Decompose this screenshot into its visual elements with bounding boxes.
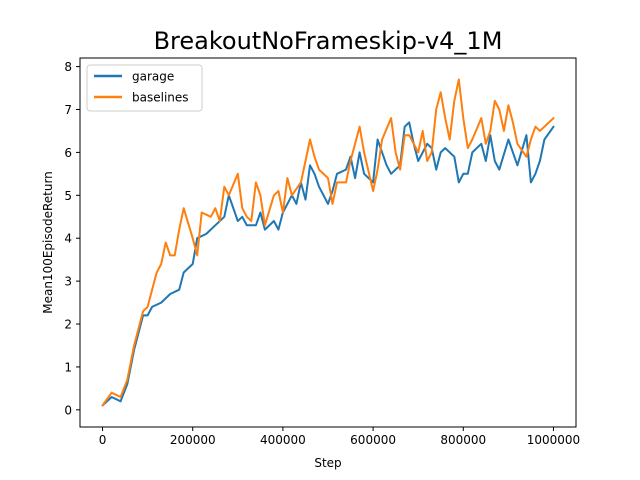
y-tick-label: 2 [64,318,72,332]
legend-label-garage: garage [132,70,174,84]
y-axis: 0 1 2 3 4 5 6 7 8 [64,60,80,417]
legend-label-baselines: baselines [132,91,189,105]
x-tick-label: 0 [99,433,107,447]
axes-frame [79,57,577,428]
series-layer [101,78,555,407]
y-tick-label: 3 [64,275,72,289]
legend-entries: garage baselines [94,70,189,105]
legend: garage baselines [86,64,203,112]
y-tick-label: 0 [64,403,72,417]
series-line-baselines [101,78,555,407]
chart-title: BreakoutNoFrameskip-v4_1M [154,27,503,55]
series-line-garage [101,121,555,407]
x-tick-label: 400000 [260,433,306,447]
y-tick-label: 7 [64,103,72,117]
x-tick-label: 600000 [350,433,396,447]
y-tick-label: 4 [64,232,72,246]
x-axis: 0 200000 400000 600000 800000 1000000 [99,427,580,447]
y-tick-label: 6 [64,146,72,160]
y-tick-label: 1 [64,360,72,374]
x-tick-label: 1000000 [527,433,580,447]
x-axis-label: Step [314,456,341,470]
x-tick-label: 800000 [440,433,486,447]
y-axis-label: Mean100EpisodeReturn [41,171,55,314]
plot-area: 0 200000 400000 600000 800000 1000000 0 1 2 3 4 5 6… [64,57,580,447]
y-tick-label: 5 [64,189,72,203]
x-tick-label: 200000 [170,433,216,447]
y-tick-label: 8 [64,60,72,74]
